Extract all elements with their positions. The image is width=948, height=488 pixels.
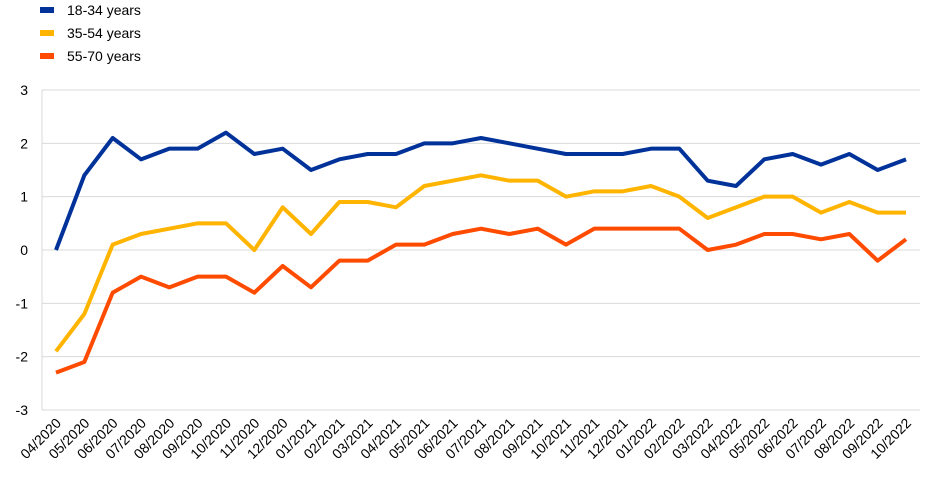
legend-label: 35-54 years [67, 25, 141, 41]
series-line [55, 226, 908, 375]
legend-swatch [40, 53, 54, 59]
series-line [54, 173, 906, 353]
y-tick-label: -2 [16, 349, 29, 365]
legend-swatch [40, 7, 54, 13]
y-tick-label: -1 [16, 295, 29, 311]
legend-swatch [40, 30, 54, 36]
y-tick-label: 1 [20, 189, 28, 205]
legend-label: 55-70 years [67, 48, 141, 64]
y-tick-label: 2 [20, 135, 28, 151]
y-tick-label: 3 [20, 82, 28, 98]
y-tick-label: -3 [16, 402, 29, 418]
y-tick-label: 0 [20, 242, 28, 258]
series-line [54, 130, 907, 251]
legend-label: 18-34 years [67, 2, 141, 18]
